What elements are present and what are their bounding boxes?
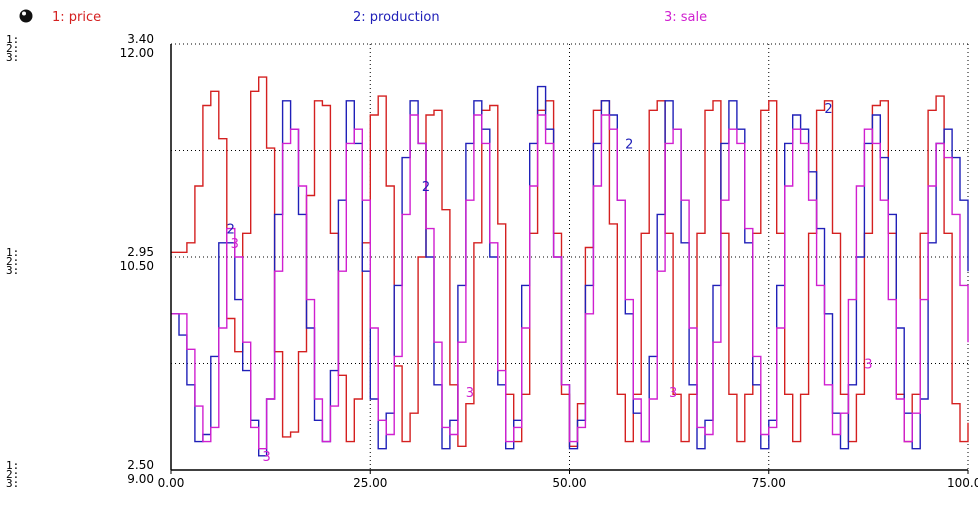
series-marker-production: 2	[625, 137, 633, 152]
y-tick-label-production: 12.00	[120, 46, 154, 60]
side-label: 1:	[6, 459, 19, 472]
legend-series-1: 1: price	[52, 10, 101, 25]
side-label: 2:	[6, 468, 19, 481]
x-tick-label: 25.00	[353, 476, 387, 490]
series-line-price	[171, 76, 969, 447]
legend: 1: price 2: production 3: sale	[19, 9, 707, 25]
graph-pad-icon[interactable]	[19, 9, 33, 23]
x-axis-ticks: 0.00 25.00 50.00 75.00 100.00	[158, 470, 978, 490]
x-tick-label: 50.00	[552, 476, 586, 490]
series-marker-sale: 3	[864, 358, 872, 373]
legend-series-3: 3: sale	[664, 10, 707, 25]
series-marker-sale: 3	[262, 450, 270, 465]
series-marker-sale: 3	[231, 237, 239, 252]
y-tick-label-price: 2.50	[127, 458, 154, 472]
side-label: 1:	[6, 246, 19, 259]
series-line-production	[171, 85, 969, 457]
y-tick-label-production: 10.50	[120, 259, 154, 273]
side-label: 3:	[6, 264, 19, 277]
side-label: 3:	[6, 477, 19, 490]
side-label: 2:	[6, 42, 19, 55]
plot-frame	[170, 44, 968, 471]
side-labels: 1:2:3:1:2:3:1:2:3:	[6, 33, 19, 490]
series-marker-production: 2	[824, 102, 832, 117]
series-lines	[171, 76, 969, 457]
y-tick-label-price: 2.95	[127, 245, 154, 259]
x-tick-label: 0.00	[158, 476, 185, 490]
x-tick-label: 100.00	[947, 476, 978, 490]
y-tick-label-production: 9.00	[127, 472, 154, 486]
side-label: 3:	[6, 51, 19, 64]
x-tick-label: 75.00	[752, 476, 786, 490]
series-marker-sale: 3	[466, 386, 474, 401]
series-line-sale	[171, 114, 969, 450]
y-axis-ticks: 3.40 2.95 2.50 12.00 10.50 9.00	[120, 32, 154, 486]
side-label: 1:	[6, 33, 19, 46]
graph-pad-icon-highlight	[22, 11, 26, 16]
series-marker-production: 2	[422, 180, 430, 195]
side-label: 2:	[6, 255, 19, 268]
legend-series-2: 2: production	[353, 10, 440, 25]
series-marker-sale: 3	[669, 386, 677, 401]
series-marker-production: 2	[227, 223, 235, 238]
y-tick-label-price: 3.40	[127, 32, 154, 46]
